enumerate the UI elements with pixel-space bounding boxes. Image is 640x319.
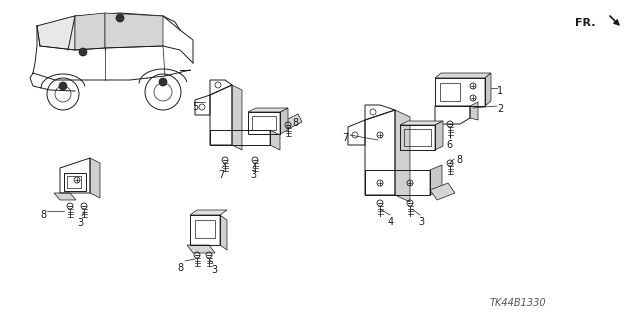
Bar (248, 112, 280, 134)
Circle shape (116, 14, 124, 22)
Text: TK44B1330: TK44B1330 (490, 298, 547, 308)
Polygon shape (105, 13, 163, 48)
Bar (400, 125, 435, 150)
Polygon shape (54, 193, 76, 200)
Bar (440, 83, 460, 101)
Text: 3: 3 (418, 217, 424, 227)
Bar (195, 220, 215, 238)
Polygon shape (75, 13, 105, 50)
Polygon shape (430, 165, 442, 195)
Text: 6: 6 (446, 140, 452, 150)
Polygon shape (430, 183, 455, 200)
Polygon shape (90, 158, 100, 198)
Polygon shape (485, 73, 491, 106)
Text: 8: 8 (456, 155, 462, 165)
Polygon shape (220, 215, 227, 250)
Text: 2: 2 (497, 104, 503, 114)
Polygon shape (282, 114, 302, 130)
Text: 5: 5 (192, 102, 198, 112)
Text: 8: 8 (292, 118, 298, 128)
Text: FR.: FR. (575, 18, 595, 28)
Polygon shape (470, 102, 478, 120)
Text: 1: 1 (497, 86, 503, 96)
Polygon shape (395, 110, 410, 202)
Text: 8: 8 (40, 210, 46, 220)
Bar (435, 78, 485, 106)
Circle shape (59, 82, 67, 90)
Circle shape (79, 48, 87, 56)
Text: 4: 4 (388, 217, 394, 227)
Polygon shape (400, 121, 443, 125)
Polygon shape (37, 16, 75, 50)
Text: 8: 8 (177, 263, 183, 273)
Polygon shape (280, 108, 288, 134)
Polygon shape (435, 73, 491, 78)
Bar (404, 129, 431, 146)
Bar (67, 176, 81, 188)
Text: 7: 7 (342, 133, 348, 143)
Text: 3: 3 (250, 170, 256, 180)
Polygon shape (248, 108, 288, 112)
Text: 7: 7 (218, 170, 224, 180)
Polygon shape (270, 130, 280, 150)
Polygon shape (187, 245, 215, 253)
Text: 3: 3 (77, 218, 83, 228)
Polygon shape (435, 121, 443, 150)
Bar (252, 116, 276, 130)
Polygon shape (190, 210, 227, 215)
Circle shape (159, 78, 167, 86)
Text: 3: 3 (211, 265, 217, 275)
Polygon shape (232, 85, 242, 150)
